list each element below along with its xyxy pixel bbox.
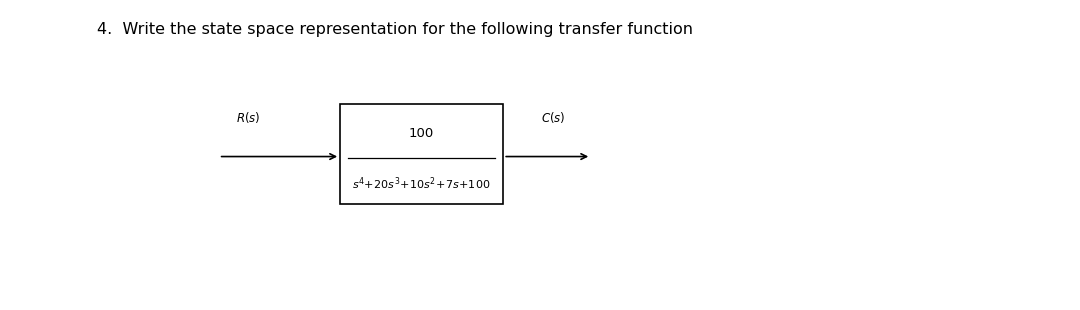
Text: $R(s)$: $R(s)$: [235, 110, 260, 125]
Text: 100: 100: [409, 127, 434, 140]
FancyBboxPatch shape: [340, 104, 503, 204]
Text: $s^4\!+\!20s^3\!+\!10s^2\!+\!7s\!+\!100$: $s^4\!+\!20s^3\!+\!10s^2\!+\!7s\!+\!100$: [352, 176, 491, 192]
Text: $C(s)$: $C(s)$: [541, 110, 566, 125]
Text: 4.  Write the state space representation for the following transfer function: 4. Write the state space representation …: [97, 22, 693, 37]
